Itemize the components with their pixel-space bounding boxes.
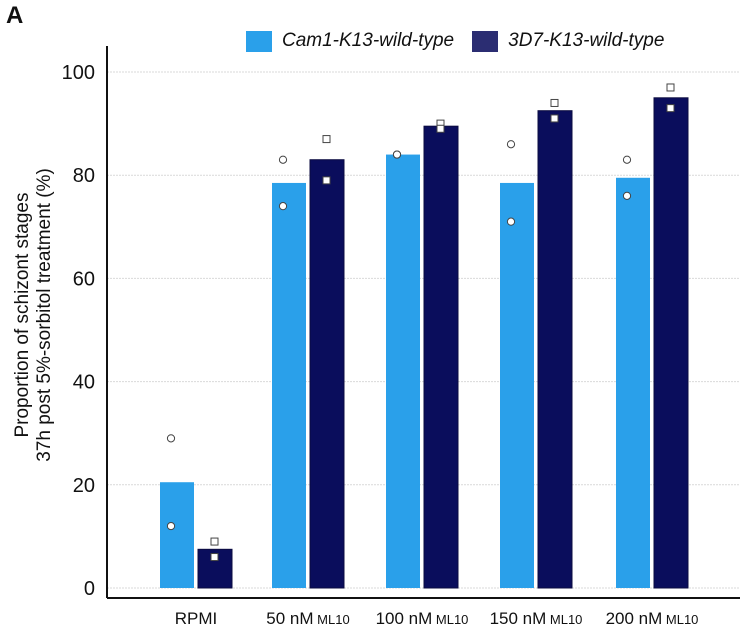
replicate-point	[322, 176, 331, 185]
y-tick-label: 60	[73, 268, 95, 290]
y-tick-label: 20	[73, 475, 95, 497]
replicate-point	[622, 191, 632, 200]
legend: Cam1-K13-wild-type 3D7-K13-wild-type	[246, 30, 664, 52]
bar	[538, 110, 572, 588]
replicate-point	[322, 135, 331, 144]
y-tick-label: 40	[73, 372, 95, 394]
legend-item-series1: Cam1-K13-wild-type	[246, 30, 454, 52]
replicate-point	[210, 537, 219, 546]
legend-swatch-series1	[246, 30, 272, 52]
replicate-point	[436, 124, 445, 133]
y-tick-label: 100	[62, 62, 95, 84]
replicate-point	[392, 150, 402, 159]
x-tick-label: 200 nM ML10	[606, 609, 699, 628]
bar	[386, 154, 420, 588]
bar	[160, 482, 194, 588]
replicate-point	[622, 155, 632, 164]
replicate-point	[550, 114, 559, 123]
replicate-point	[278, 155, 288, 164]
bar	[616, 177, 650, 588]
bar	[654, 97, 688, 589]
replicate-point	[666, 83, 675, 92]
bar	[272, 182, 306, 588]
bar-outline	[653, 97, 689, 589]
x-tick-label: 50 nM ML10	[266, 609, 349, 628]
bar	[500, 182, 534, 588]
legend-label-series2: 3D7-K13-wild-type	[508, 30, 665, 51]
bar	[424, 126, 458, 589]
replicate-point	[166, 521, 176, 531]
bar-outline	[197, 548, 233, 589]
bar-outline	[309, 159, 345, 589]
bar-outline	[537, 110, 573, 589]
replicate-point	[506, 217, 516, 226]
replicate-point	[666, 104, 675, 113]
legend-label-series1: Cam1-K13-wild-type	[282, 30, 455, 51]
replicate-point	[506, 140, 516, 149]
replicate-point	[210, 553, 219, 562]
replicate-point	[166, 434, 176, 443]
x-tick-label: 150 nM ML10	[490, 609, 583, 628]
replicate-point	[550, 98, 559, 107]
x-tick-label: RPMI	[175, 609, 218, 628]
legend-swatch-series2	[472, 30, 499, 52]
y-tick-label: 80	[73, 165, 95, 187]
bar	[310, 159, 344, 588]
replicate-point	[278, 202, 288, 211]
x-tick-label: 100 nM ML10	[376, 609, 469, 628]
panel-label: A	[6, 2, 24, 29]
legend-item-series2: 3D7-K13-wild-type	[472, 30, 664, 52]
y-tick-label: 0	[84, 578, 95, 600]
